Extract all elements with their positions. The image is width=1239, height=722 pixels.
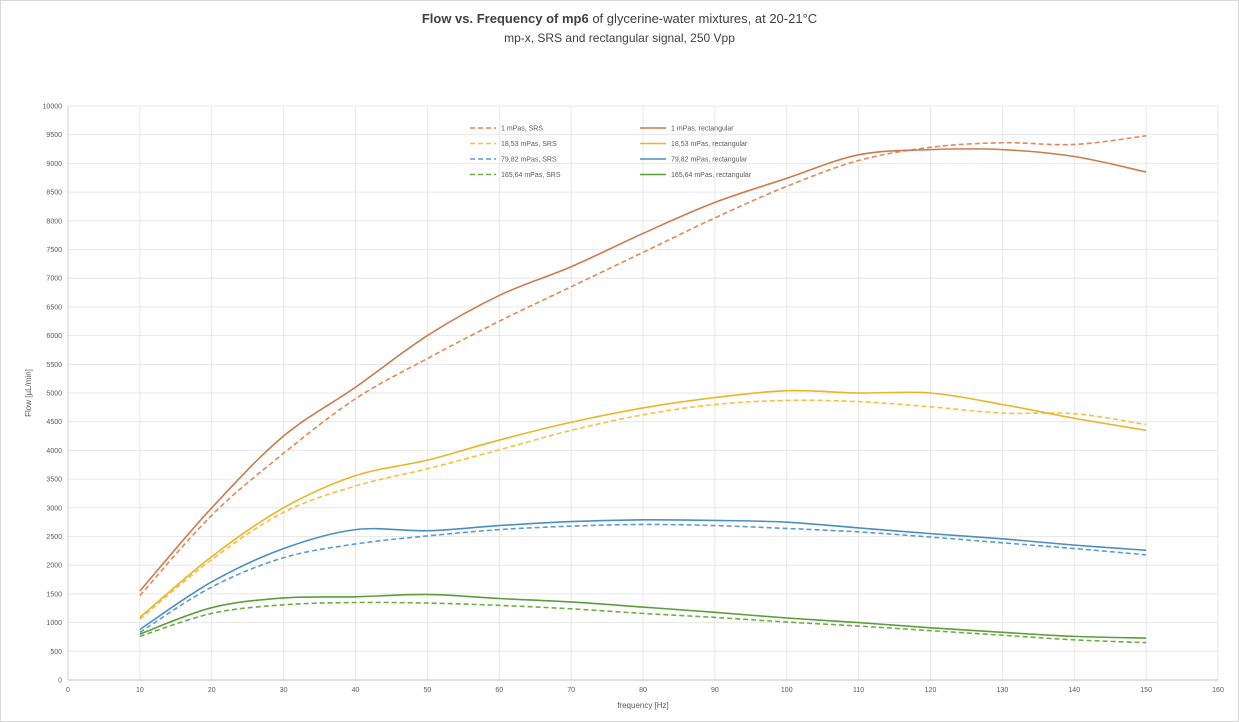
grid-lines: [68, 105, 1219, 680]
series-line-8: [139, 593, 1147, 639]
legend-label: 165,64 mPas, rectangular: [671, 172, 752, 179]
y-tick-label: 8000: [46, 218, 62, 225]
x-tick-label: 60: [495, 687, 503, 694]
y-tick-label: 1000: [46, 620, 62, 627]
y-tick-label: 500: [50, 649, 62, 656]
chart-title-block: Flow vs. Frequency of mp6 of glycerine-w…: [0, 10, 1239, 47]
x-tick-label: 20: [208, 687, 216, 694]
y-tick-label: 1500: [46, 591, 62, 598]
axes: 0 10 20 30 40 50 60 70 80 90 100 110 120 130 140 150 160…: [43, 104, 1224, 695]
series-line-2: [139, 148, 1147, 592]
y-tick-label: 9500: [46, 132, 62, 139]
legend-label: 1 mPas, SRS: [501, 126, 543, 133]
x-tick-label: 100: [781, 687, 793, 694]
x-tick-label: 90: [711, 687, 719, 694]
series-line-5: [139, 523, 1147, 634]
y-tick-label: 5000: [46, 391, 62, 398]
chart-title-bold: Flow vs. Frequency of mp6: [421, 11, 589, 26]
y-tick-label: 6500: [46, 304, 62, 311]
x-tick-label: 120: [925, 687, 937, 694]
y-tick-label: 7000: [46, 276, 62, 283]
series-line-1: [139, 135, 1147, 597]
x-tick-label: 150: [1140, 687, 1152, 694]
y-axis-label: Flow [µL/min]: [24, 369, 33, 417]
y-tick-label: 8500: [46, 190, 62, 197]
y-tick-label: 3500: [46, 477, 62, 484]
legend-label: 1 mPas, rectangular: [671, 126, 734, 133]
y-tick-label: 7500: [46, 247, 62, 254]
chart-title-rest: of glycerine-water mixtures, at 20-21°C: [588, 11, 818, 26]
x-tick-label: 160: [1212, 687, 1224, 694]
y-tick-label: 2500: [46, 534, 62, 541]
legend-label: 79,82 mPas, rectangular: [671, 157, 748, 164]
chart-title: Flow vs. Frequency of mp6 of glycerine-w…: [0, 10, 1239, 28]
x-tick-label: 70: [567, 687, 575, 694]
series-line-7: [139, 601, 1147, 644]
y-tick-label: 2000: [46, 563, 62, 570]
series-line-6: [139, 519, 1147, 631]
legend-label: 18,53 mPas, SRS: [501, 141, 557, 148]
x-tick-label: 10: [136, 687, 144, 694]
x-tick-label: 80: [639, 687, 647, 694]
x-tick-label: 50: [423, 687, 431, 694]
series-lines: [139, 135, 1147, 644]
x-tick-label: 0: [66, 687, 70, 694]
y-tick-label: 0: [58, 678, 62, 685]
y-tick-label: 3000: [46, 505, 62, 512]
x-tick-label: 130: [997, 687, 1009, 694]
series-line-4: [139, 389, 1147, 619]
y-tick-label: 4500: [46, 419, 62, 426]
x-tick-label: 40: [352, 687, 360, 694]
series-line-3: [139, 399, 1147, 620]
x-axis-label: frequency [Hz]: [617, 701, 669, 710]
x-tick-label: 30: [280, 687, 288, 694]
x-tick-label: 110: [853, 687, 864, 694]
legend-label: 165,64 mPas, SRS: [501, 172, 561, 179]
legend-label: 18,53 mPas, rectangular: [671, 141, 748, 148]
legend-label: 79,82 mPas, SRS: [501, 157, 557, 164]
y-tick-label: 4000: [46, 448, 62, 455]
y-tick-label: 5500: [46, 362, 62, 369]
legend: 1 mPas, SRS 1 mPas, rectangular 18,53 mPas…: [470, 126, 752, 179]
y-tick-label: 10000: [43, 104, 63, 111]
x-tick-label: 140: [1068, 687, 1080, 694]
chart-subtitle: mp-x, SRS and rectangular signal, 250 Vp…: [504, 31, 735, 45]
y-tick-label: 6000: [46, 333, 62, 340]
y-tick-label: 9000: [46, 161, 62, 168]
